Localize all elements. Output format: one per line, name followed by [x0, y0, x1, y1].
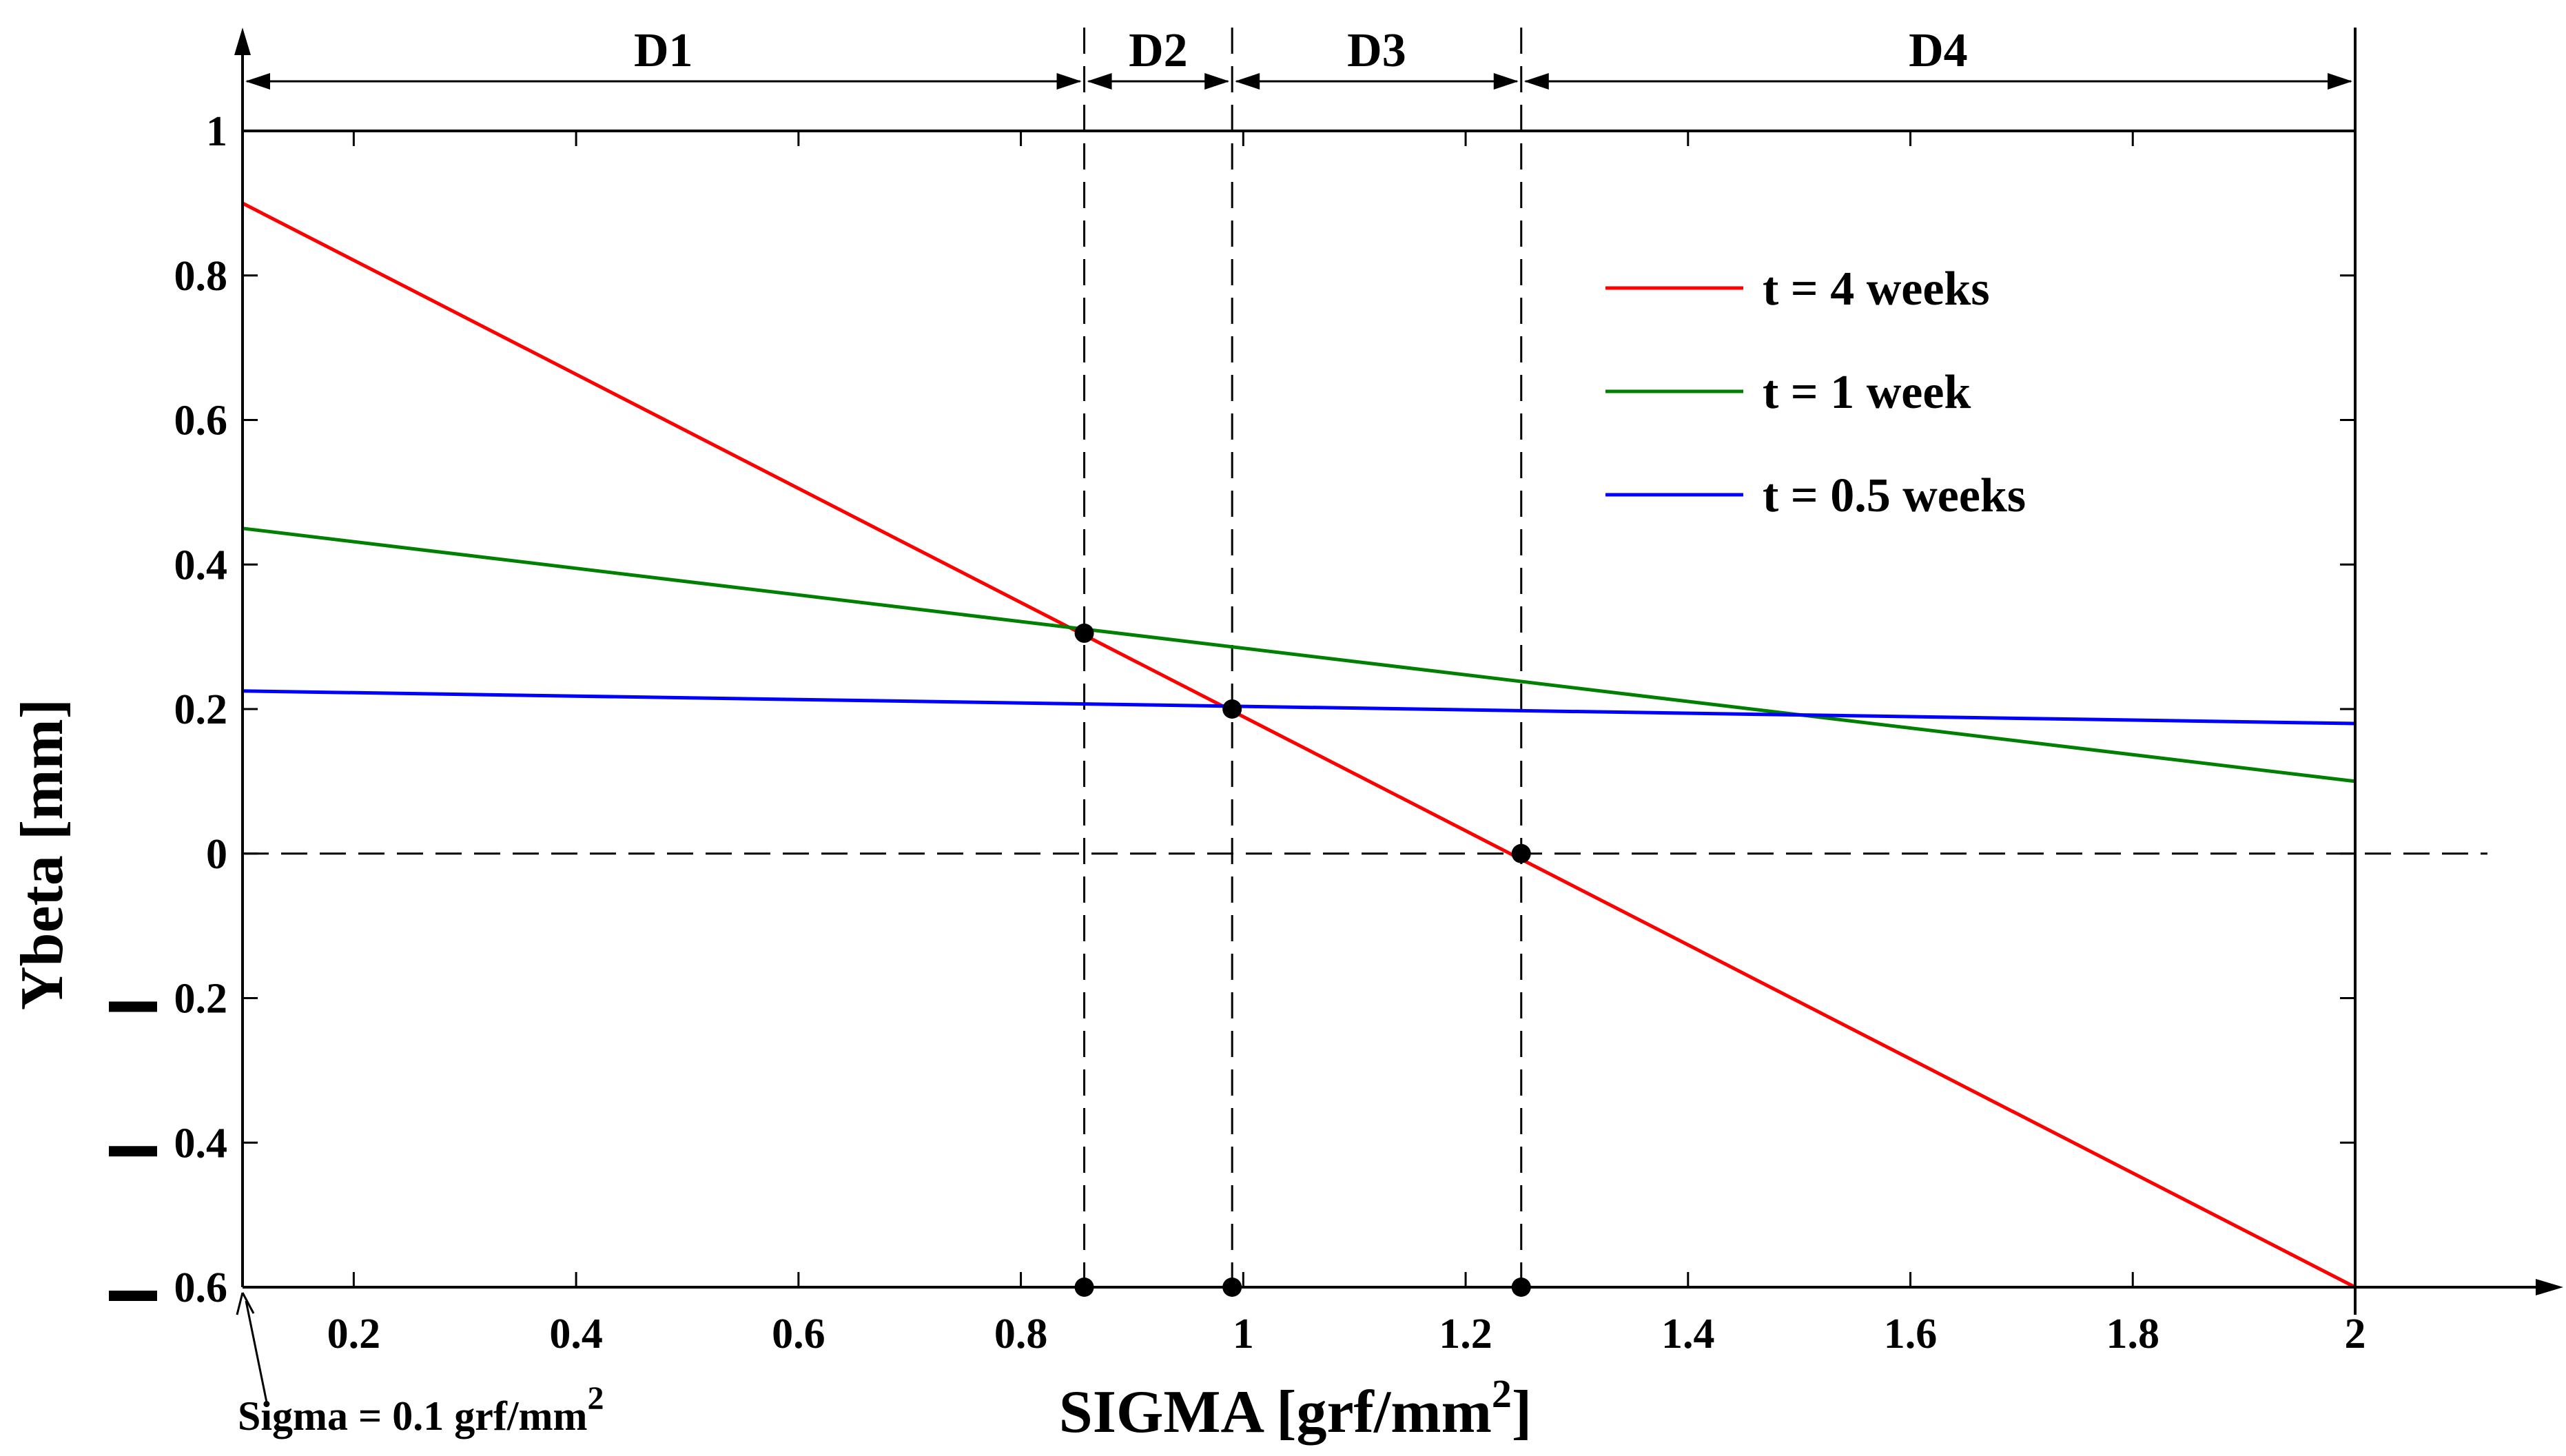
- legend-entry: t = 0.5 weeks: [1763, 469, 2026, 522]
- y-axis-title: Ybeta [mm]: [9, 699, 76, 1010]
- axes: [234, 28, 2563, 1315]
- guide-base-point: [1222, 1278, 1242, 1297]
- region-arrowhead-left: [1235, 73, 1260, 90]
- y-tick-label: 0.4: [174, 1120, 228, 1167]
- y-tick-label: 0.6: [174, 398, 228, 444]
- x-axis-title: SIGMA [grf/mm2]: [1059, 1371, 1532, 1446]
- y-tick-labels: 1 0.8 0.6 0.4 0.2 0 0.2 0.4 0.6: [109, 108, 227, 1311]
- region-label: D2: [1129, 24, 1188, 77]
- guide-base-point: [1511, 1278, 1531, 1297]
- x-tick-label: 1.6: [1884, 1311, 1938, 1357]
- y-tick-label: 1: [206, 108, 227, 155]
- x-tick-label: 1.4: [1661, 1311, 1715, 1357]
- region-arrowhead-right: [1056, 73, 1082, 90]
- region-arrowhead-right: [2328, 73, 2352, 90]
- x-tick-label: 1.2: [1439, 1311, 1492, 1357]
- region-arrowhead-right: [1204, 73, 1230, 90]
- y-tick-label: 0.6: [174, 1264, 228, 1311]
- region-label: D3: [1347, 24, 1406, 77]
- x-tick-labels: 0.2 0.4 0.6 0.8 1 1.2 1.4 1.6 1.8 2: [327, 1311, 2366, 1357]
- intersection-point: [1511, 843, 1531, 863]
- x-axis-arrowhead: [2536, 1279, 2563, 1295]
- annotation-arrow: [236, 1292, 268, 1403]
- y-tick-label: 0.8: [174, 253, 228, 300]
- negative-sign-mark: [109, 1146, 157, 1157]
- intersection-point: [1222, 699, 1242, 719]
- y-tick-label: 0: [206, 831, 227, 878]
- region-arrowhead-left: [1523, 73, 1549, 90]
- negative-sign-mark: [109, 1001, 157, 1012]
- region-arrows: D1 D2 D3 D4: [245, 24, 2352, 90]
- sigma-annotation: Sigma = 0.1 grf/mm2: [236, 1292, 604, 1439]
- guide-base-point: [1074, 1278, 1094, 1297]
- negative-sign-mark: [109, 1291, 157, 1301]
- y-tick-label: 0.4: [174, 542, 228, 588]
- x-tick-label: 1.8: [2106, 1311, 2160, 1357]
- series-line: [242, 526, 2356, 783]
- guide-lines: [243, 28, 2487, 1287]
- legend: t = 4 weeks t = 1 week t = 0.5 weeks: [1605, 263, 2026, 522]
- x-tick-label: 0.6: [772, 1311, 825, 1357]
- series-line: [242, 689, 2356, 726]
- series-line: [241, 201, 2357, 1289]
- x-tick-label: 0.4: [549, 1311, 603, 1357]
- intersection-point: [1074, 623, 1094, 643]
- tick-marks: [243, 130, 2357, 1289]
- y-tick-label: 0.2: [174, 976, 228, 1023]
- x-tick-label: 0.2: [327, 1311, 381, 1357]
- x-tick-label: 0.8: [994, 1311, 1048, 1357]
- x-tick-label: 1: [1233, 1311, 1254, 1357]
- y-tick-label: 0.2: [174, 686, 228, 733]
- region-label: D1: [634, 24, 693, 77]
- legend-entry: t = 1 week: [1763, 366, 1971, 419]
- annotation-text: Sigma = 0.1 grf/mm2: [238, 1380, 604, 1439]
- y-axis-arrowhead: [234, 28, 251, 55]
- region-arrowhead-left: [1087, 73, 1112, 90]
- region-arrowhead-left: [245, 73, 270, 90]
- region-label: D4: [1909, 24, 1968, 77]
- series-lines: [241, 201, 2357, 1289]
- x-tick-label: 2: [2345, 1311, 2366, 1357]
- reference-points: [1074, 623, 1531, 1297]
- legend-entry: t = 4 weeks: [1763, 263, 1990, 316]
- region-arrowhead-right: [1493, 73, 1519, 90]
